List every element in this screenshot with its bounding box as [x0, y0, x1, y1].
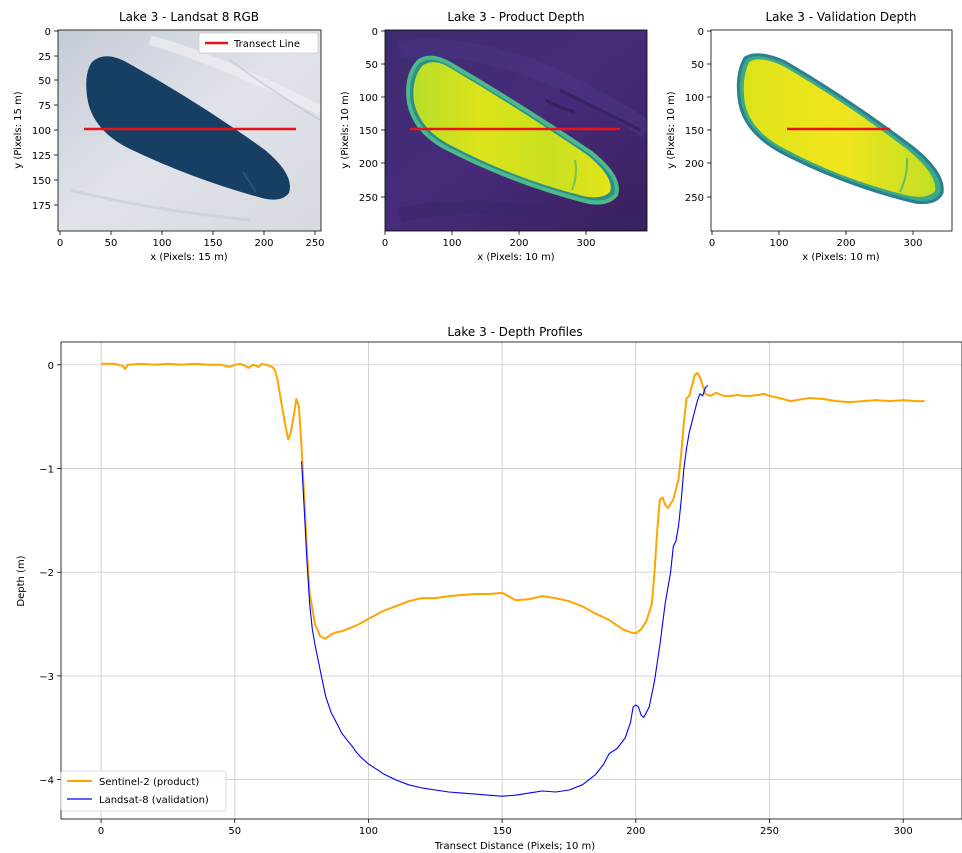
p1-xtick: 50: [105, 238, 118, 249]
p1-xtick: 0: [57, 238, 63, 249]
panel2-x-ticks: 0 100 200 300: [382, 231, 596, 249]
x-tick-label: 150: [493, 826, 512, 837]
panel3-x-ticks: 0 100 200 300: [709, 231, 923, 249]
transect-legend: Transect Line: [198, 32, 319, 54]
p1-xtick: 200: [254, 238, 273, 249]
y-tick-label: −2: [39, 568, 54, 579]
product-depth-image: [385, 30, 647, 231]
p3-ytick: 200: [685, 159, 704, 170]
legend-label-product: Sentinel-2 (product): [99, 777, 199, 788]
p3-ytick: 100: [685, 93, 704, 104]
p1-ytick: 25: [38, 52, 51, 63]
p3-ytick: 150: [685, 126, 704, 137]
x-tick-label: 300: [894, 826, 913, 837]
panel1-y-ticks: 0 25 50 75 100 125 150 175: [32, 27, 58, 212]
y-tick-label: −1: [39, 465, 54, 476]
panel3-title: Lake 3 - Validation Depth: [766, 10, 917, 24]
panel1-title: Lake 3 - Landsat 8 RGB: [119, 10, 259, 24]
p3-ytick: 250: [685, 193, 704, 204]
p1-ytick: 175: [32, 201, 51, 212]
p1-xtick: 100: [152, 238, 171, 249]
p3-ytick: 50: [691, 60, 704, 71]
chart-title: Lake 3 - Depth Profiles: [447, 325, 582, 339]
y-tick-label: 0: [48, 361, 54, 372]
p2-ytick: 50: [365, 60, 378, 71]
x-tick-label: 250: [760, 826, 779, 837]
p3-xtick: 300: [903, 238, 922, 249]
transect-legend-label: Transect Line: [233, 39, 300, 50]
x-tick-label: 200: [626, 826, 645, 837]
series-line-product: [101, 362, 925, 640]
y-tick-label: −4: [39, 776, 54, 787]
p2-xtick: 100: [442, 238, 461, 249]
profile-legend: Sentinel-2 (product) Landsat-8 (validati…: [60, 770, 227, 812]
panel1-ylabel: y (Pixels: 15 m): [13, 91, 24, 169]
chart-xlabel: Transect Distance (Pixels; 10 m): [434, 841, 596, 852]
p2-ytick: 150: [359, 126, 378, 137]
p1-ytick: 125: [32, 151, 51, 162]
p1-ytick: 150: [32, 176, 51, 187]
p2-xtick: 0: [382, 238, 388, 249]
panel3-ylabel: y (Pixels: 10 m): [666, 91, 677, 169]
panel3-xlabel: x (Pixels: 10 m): [802, 252, 880, 263]
chart-ylabel: Depth (m): [16, 555, 27, 606]
landsat-rgb-image: [58, 30, 321, 231]
p2-ytick: 0: [372, 27, 378, 38]
panel1-x-ticks: 0 50 100 150 200 250: [57, 231, 325, 249]
p1-ytick: 50: [38, 76, 51, 87]
p2-ytick: 250: [359, 193, 378, 204]
p3-xtick: 200: [836, 238, 855, 249]
series-line-validation: [301, 385, 709, 797]
p2-xtick: 200: [509, 238, 528, 249]
validation-depth-image: [711, 30, 952, 231]
p1-ytick: 75: [38, 101, 51, 112]
p3-ytick: 0: [698, 27, 704, 38]
x-tick-label: 100: [359, 826, 378, 837]
panel2-y-ticks: 0 50 100 150 200 250: [359, 27, 385, 204]
plot-frame: [60, 341, 962, 820]
p2-ytick: 100: [359, 93, 378, 104]
y-tick-label: −3: [39, 672, 54, 683]
p1-xtick: 250: [305, 238, 324, 249]
p2-xtick: 300: [576, 238, 595, 249]
p3-xtick: 100: [769, 238, 788, 249]
p1-ytick: 0: [45, 27, 51, 38]
depth-profile-plot: 0 50 100 150 200 250 300 0 −1 −2 −3 −4: [39, 341, 962, 837]
panel3-y-ticks: 0 50 100 150 200 250: [685, 27, 711, 204]
p1-ytick: 100: [32, 126, 51, 137]
panel2-ylabel: y (Pixels: 10 m): [340, 91, 351, 169]
panel2-xlabel: x (Pixels: 10 m): [477, 252, 555, 263]
x-tick-label: 0: [98, 826, 104, 837]
panel1-xlabel: x (Pixels: 15 m): [150, 252, 228, 263]
legend-label-validation: Landsat-8 (validation): [99, 795, 209, 806]
panel2-title: Lake 3 - Product Depth: [447, 10, 584, 24]
x-tick-label: 50: [228, 826, 241, 837]
p3-xtick: 0: [709, 238, 715, 249]
p2-ytick: 200: [359, 159, 378, 170]
p1-xtick: 150: [203, 238, 222, 249]
